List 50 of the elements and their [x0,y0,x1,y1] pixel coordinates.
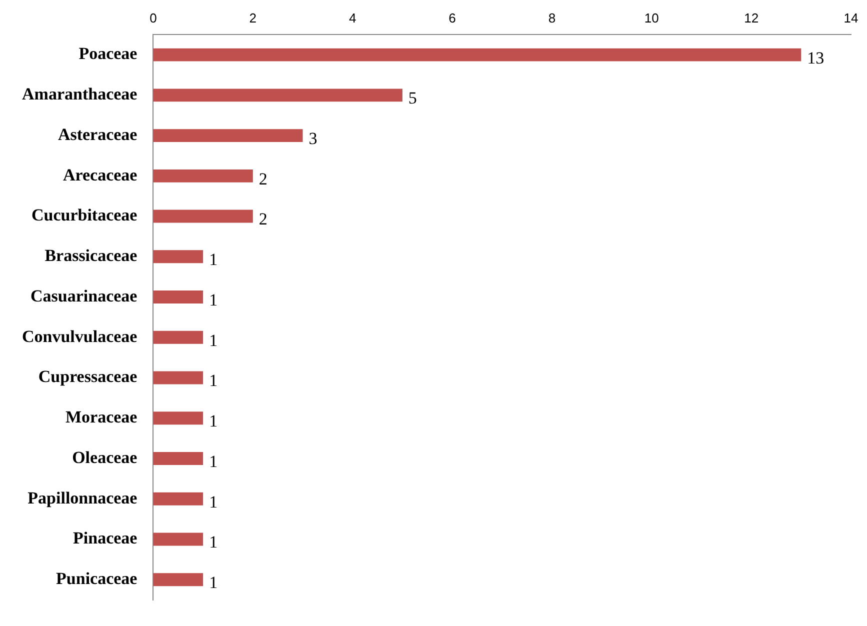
y-tick-label: Cucurbitaceae [31,206,138,225]
data-label: 2 [258,169,268,188]
y-tick-label: Punicaceae [56,569,138,588]
data-label: 1 [209,412,218,431]
x-tick-label: 10 [644,10,659,26]
y-tick-label: Moraceae [65,408,138,427]
x-tick-label: 12 [744,10,759,26]
bar [153,129,303,142]
y-tick-label: Casuarinaceae [30,286,138,306]
y-tick-label: Convulvulaceae [22,326,138,346]
bar [153,290,204,304]
y-tick-label: Papillonnaceae [28,488,138,508]
bar [153,573,204,586]
y-tick-label: Cupressaceae [38,367,138,386]
data-label: 1 [209,290,218,310]
y-tick-label: Asteraceae [58,124,138,144]
bar [153,492,204,506]
y-tick-label: Pinaceae [73,528,138,548]
y-tick-label: Arecaceae [62,165,138,184]
bar [153,169,253,182]
data-label: 1 [209,573,218,592]
bar [153,452,204,465]
y-tick-label: Amaranthaceae [22,84,138,104]
x-tick-label: 4 [348,10,356,26]
bar [153,371,204,384]
y-tick-label: Brassicaceae [44,246,138,266]
bar [153,250,204,264]
bar [153,48,802,62]
x-tick-label: 6 [448,10,456,26]
x-tick-label: 2 [249,10,257,26]
x-tick-label: 8 [548,10,556,26]
bar [153,532,204,546]
data-label: 1 [209,250,218,270]
data-label: 1 [209,371,218,390]
x-tick-label: 14 [844,10,858,26]
data-label: 5 [408,88,417,108]
data-label: 1 [209,330,218,350]
data-label: 13 [807,48,824,68]
y-tick-label: Oleaceae [72,448,138,467]
y-tick-label: Poaceae [78,44,138,64]
data-label: 2 [258,210,268,229]
bar [153,210,253,223]
data-label: 1 [209,452,218,471]
bar [153,88,402,102]
data-label: 3 [308,128,318,148]
data-label: 1 [209,532,218,552]
bar [153,412,204,425]
x-tick-label: 0 [150,10,157,26]
data-label: 1 [209,492,218,512]
bar [153,330,204,344]
